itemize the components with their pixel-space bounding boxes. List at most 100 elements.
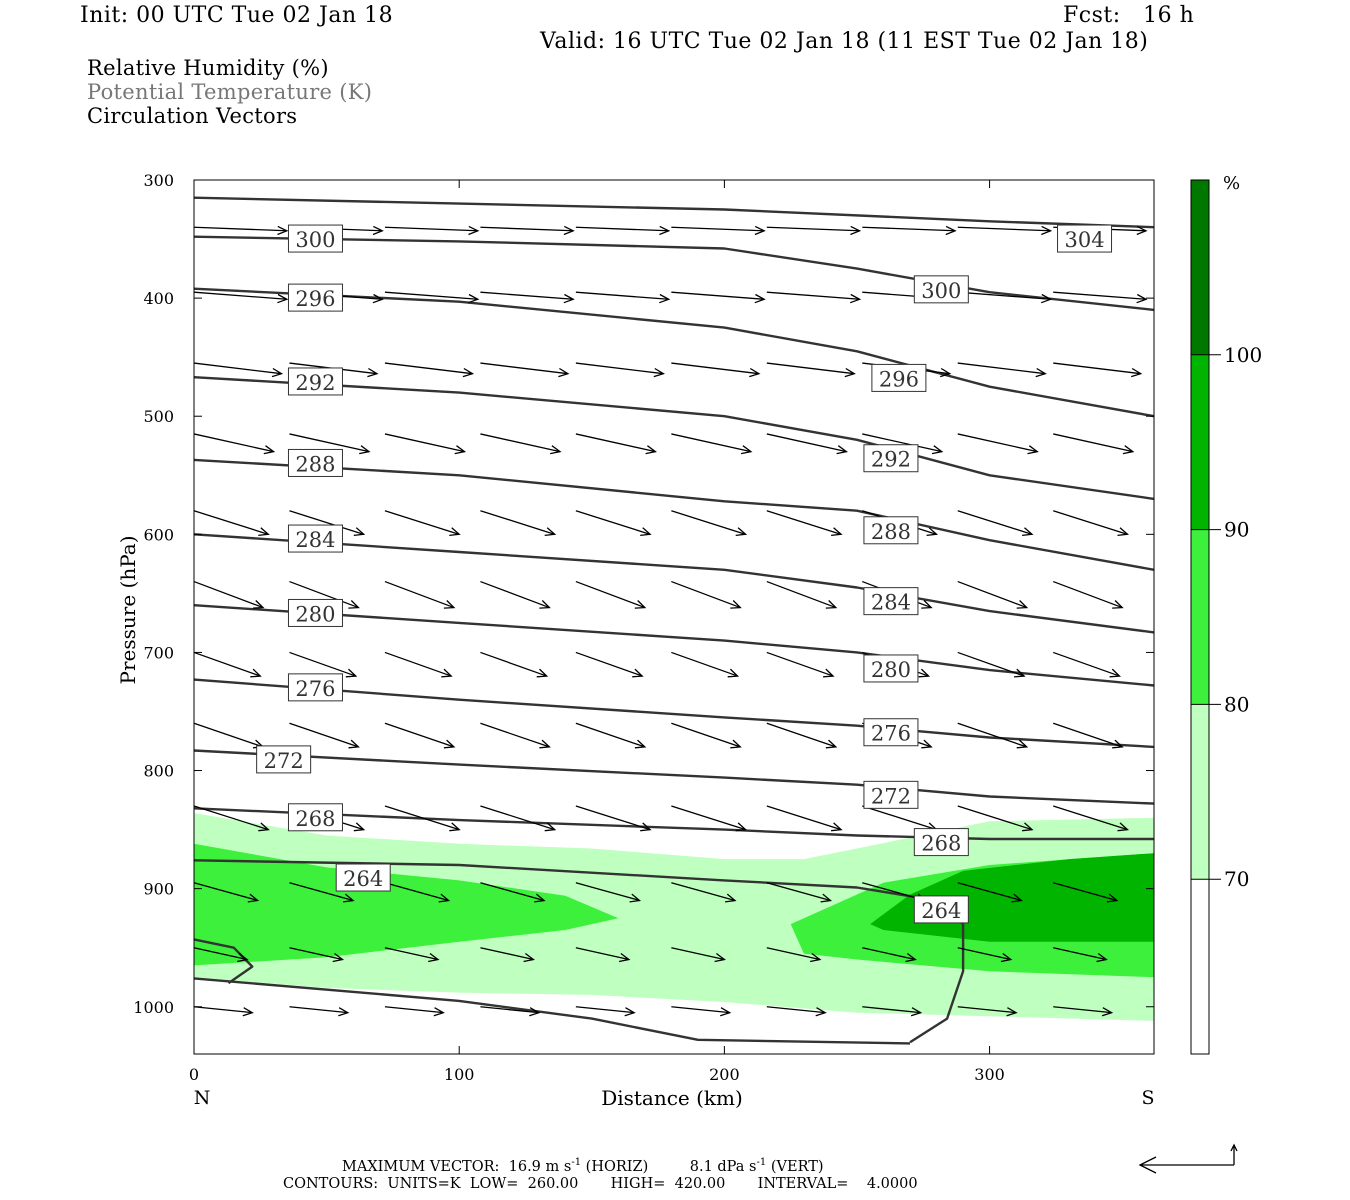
vector-shaft <box>957 291 1051 300</box>
y-tick-label: 900 <box>143 880 174 899</box>
vector-arrow <box>671 947 726 963</box>
vector-shaft <box>289 510 364 535</box>
theta-label-box <box>287 224 343 253</box>
vector-head <box>618 952 631 963</box>
vector-head <box>529 1007 541 1017</box>
vector-head <box>433 1007 445 1017</box>
colorbar-unit: % <box>1223 173 1240 194</box>
vector-shaft <box>193 580 264 609</box>
vector-arrow <box>193 510 270 537</box>
vector-arrow <box>384 291 480 304</box>
theta-label: 296 <box>287 283 343 312</box>
vector-head <box>1096 952 1108 963</box>
vector-arrow <box>671 225 766 236</box>
theta-label: 284 <box>863 587 919 616</box>
vector-arrow <box>480 580 551 609</box>
theta-label-text: 288 <box>871 520 911 544</box>
axes: 300 400 500 600 700 800 900 1000 0 100 200 300 N S Dis… <box>116 171 1155 1110</box>
vector-shaft <box>1053 947 1107 961</box>
vector-arrow <box>766 225 862 236</box>
theta-label-text: 288 <box>295 452 335 476</box>
vector-head <box>428 952 440 963</box>
vector-head <box>539 600 551 609</box>
vector-shaft <box>1052 580 1123 609</box>
vector-head <box>645 445 657 455</box>
theta-label: 268 <box>287 803 343 832</box>
vector-arrow <box>766 291 862 304</box>
theta-label-text: 280 <box>295 602 335 626</box>
vector-arrow <box>671 651 740 678</box>
vector-head <box>277 293 289 304</box>
vector-shaft <box>957 580 1027 609</box>
vector-shaft <box>289 651 356 677</box>
theta-line-300-1 <box>193 235 1155 312</box>
vector-head <box>1016 600 1029 609</box>
vector-shaft <box>193 651 261 677</box>
vector-head <box>263 445 276 455</box>
vector-head <box>1117 527 1130 537</box>
vector-head <box>563 293 575 304</box>
vector-arrow <box>671 510 748 537</box>
vector-shaft <box>862 805 937 831</box>
theta-label-box <box>287 803 343 832</box>
theta-label: 272 <box>863 780 919 809</box>
vector-shaft <box>1053 722 1123 748</box>
vector-arrow <box>480 362 570 378</box>
colorbar-segment <box>1191 704 1209 880</box>
vector-arrow <box>1053 651 1121 678</box>
vector-arrow <box>957 651 1026 678</box>
y-tick-label: 500 <box>143 407 174 426</box>
vector-shaft <box>1053 805 1128 831</box>
vector-head <box>1027 445 1039 455</box>
colorbar-segment <box>1191 529 1209 705</box>
theta-label-text: 296 <box>295 287 335 311</box>
theta-label-box <box>287 448 343 477</box>
y-tick-label: 1000 <box>133 998 174 1017</box>
vector-head <box>454 445 467 455</box>
vector-shaft <box>480 510 555 535</box>
theta-label-box <box>863 444 919 473</box>
theta-line-296-2 <box>193 287 1155 418</box>
vector-arrow <box>671 722 742 749</box>
theta-label-box <box>863 718 919 747</box>
vector-shaft <box>575 1006 635 1014</box>
rh-region-80-1 <box>194 843 619 966</box>
vector-arrow <box>957 1006 1018 1017</box>
vector-head <box>825 739 838 749</box>
vector-head <box>825 600 838 609</box>
legend-potential-temperature: Potential Temperature (K) <box>87 80 373 104</box>
vector-arrow <box>957 580 1029 609</box>
theta-label-box <box>913 895 969 924</box>
theta-line-284-5 <box>193 533 1155 634</box>
vector-shaft <box>1053 651 1120 677</box>
vector-arrow <box>671 805 748 832</box>
vector-shaft <box>384 947 439 961</box>
y-tick-label: 700 <box>143 643 174 662</box>
theta-line-304-0 <box>193 196 1155 229</box>
vector-head <box>727 668 740 678</box>
vector-arrow <box>766 722 838 749</box>
vector-head <box>438 893 451 903</box>
vector-head <box>353 527 366 537</box>
vector-arrow <box>1052 580 1124 609</box>
vector-arrow <box>957 362 1047 378</box>
y-tick-label: 600 <box>143 525 174 544</box>
vector-arrow <box>384 433 467 455</box>
vector-arrow <box>575 291 671 304</box>
vector-arrow <box>957 722 1029 749</box>
vector-head <box>1014 668 1026 678</box>
vector-shaft <box>575 947 630 961</box>
vector-arrow <box>575 580 647 609</box>
vector-head <box>640 822 652 832</box>
vector-arrow <box>575 805 652 832</box>
vector-arrow <box>289 433 371 455</box>
vector-arrow <box>1053 510 1130 537</box>
vector-arrow <box>671 362 761 378</box>
theta-label: 268 <box>913 828 969 857</box>
colorbar-frame <box>1190 179 1210 1055</box>
vector-head <box>468 225 480 236</box>
vector-arrow <box>384 510 461 537</box>
vector-arrow <box>193 651 262 678</box>
vector-shaft <box>1053 1006 1112 1014</box>
vector-arrow <box>1053 882 1119 903</box>
